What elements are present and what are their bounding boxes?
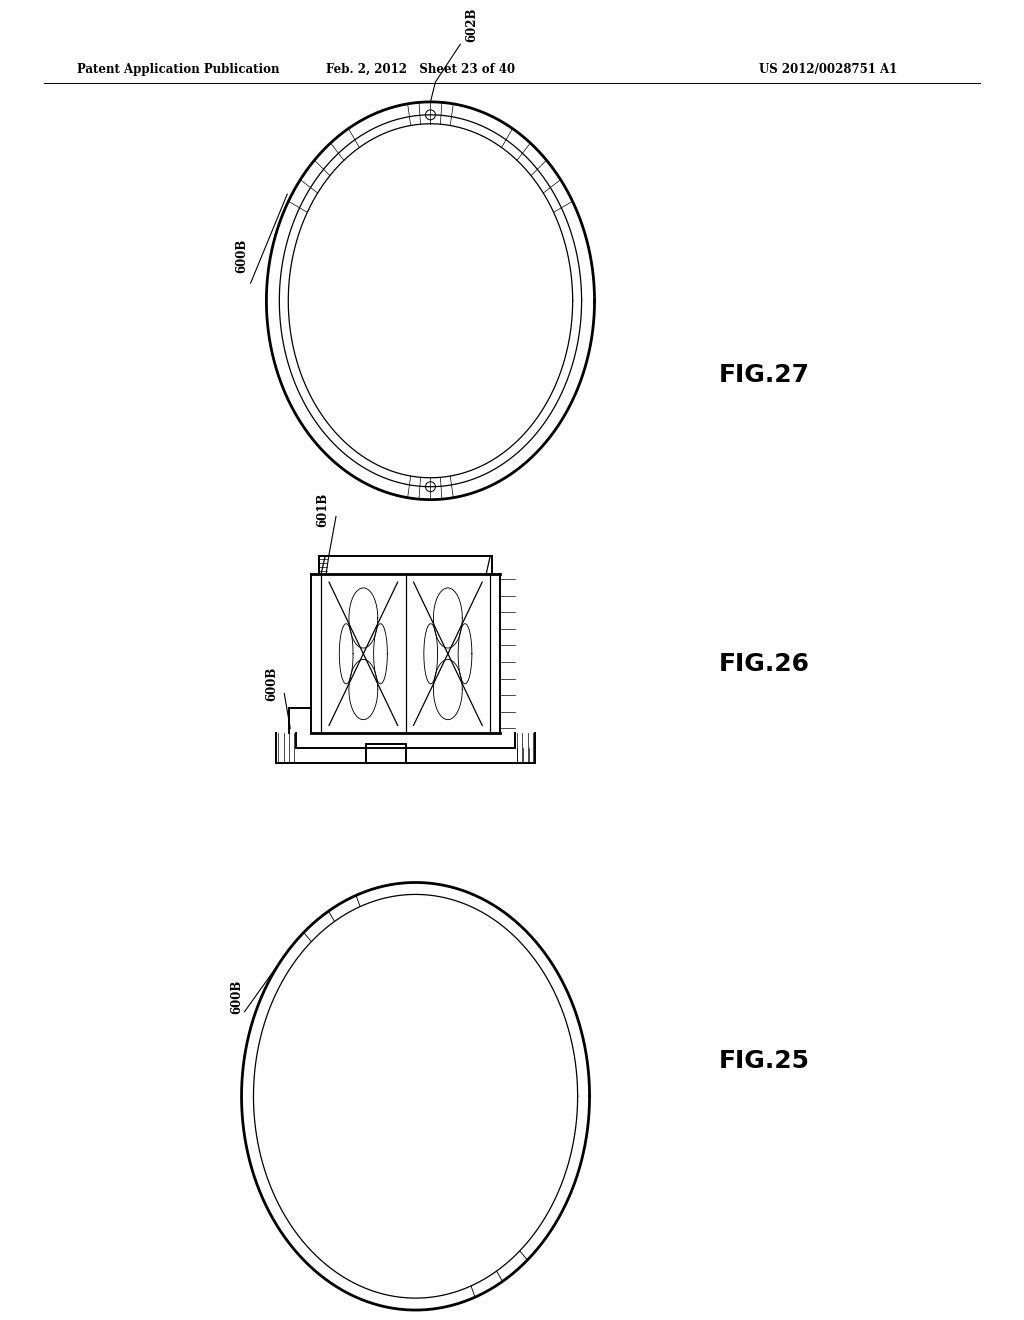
Text: FIG.27: FIG.27 — [719, 363, 810, 387]
Text: Feb. 2, 2012   Sheet 23 of 40: Feb. 2, 2012 Sheet 23 of 40 — [326, 62, 515, 75]
Text: 602B: 602B — [465, 8, 478, 42]
Text: 600B: 600B — [230, 979, 243, 1014]
Text: Patent Application Publication: Patent Application Publication — [78, 62, 280, 75]
Text: US 2012/0028751 A1: US 2012/0028751 A1 — [759, 62, 897, 75]
Text: 601B: 601B — [316, 492, 329, 527]
Text: FIG.25: FIG.25 — [719, 1049, 810, 1073]
Text: 600B: 600B — [265, 667, 278, 701]
Text: 600B: 600B — [236, 239, 248, 273]
Text: FIG.26: FIG.26 — [719, 652, 810, 676]
